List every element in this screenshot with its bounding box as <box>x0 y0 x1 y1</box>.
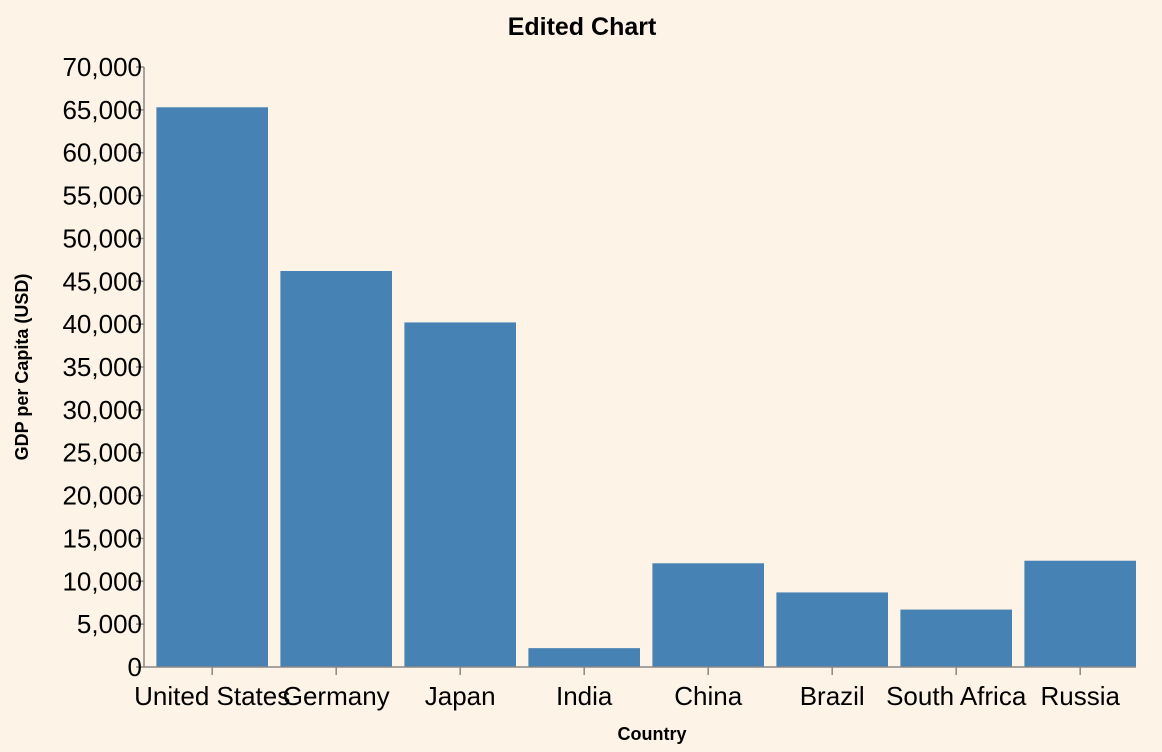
y-tick-label: 40,000 <box>62 309 142 339</box>
y-tick-label: 15,000 <box>62 523 142 553</box>
chart-title: Edited Chart <box>508 13 657 41</box>
bar <box>776 592 888 667</box>
x-tick-label: Russia <box>1040 681 1120 711</box>
bar <box>280 271 392 667</box>
y-tick-label: 45,000 <box>62 266 142 296</box>
y-axis-title: GDP per Capita (USD) <box>12 274 32 461</box>
y-tick-label: 60,000 <box>62 138 142 168</box>
bar <box>404 322 516 667</box>
x-tick-label: China <box>674 681 742 711</box>
bars <box>156 107 1136 668</box>
bar <box>528 648 640 667</box>
y-tick-label: 0 <box>128 652 142 682</box>
x-tick-label: Brazil <box>800 681 865 711</box>
x-tick-label: Japan <box>425 681 496 711</box>
y-tick-label: 5,000 <box>77 609 142 639</box>
y-axis: 0 5,000 10,000 15,000 20,000 25,000 30,000 35,0… <box>62 52 145 682</box>
y-tick-label: 65,000 <box>62 95 142 125</box>
y-tick-label: 10,000 <box>62 566 142 596</box>
bar <box>900 609 1012 667</box>
bar <box>156 107 268 668</box>
y-tick-label: 70,000 <box>62 52 142 82</box>
y-tick-label: 50,000 <box>62 223 142 253</box>
x-tick-label: India <box>556 681 613 711</box>
x-tick-label: Germany <box>283 681 390 711</box>
y-tick-label: 30,000 <box>62 395 142 425</box>
x-axis-title: Country <box>618 724 687 744</box>
bar <box>1024 560 1136 667</box>
y-tick-label: 20,000 <box>62 481 142 511</box>
bar <box>652 563 764 667</box>
y-tick-label: 35,000 <box>62 352 142 382</box>
y-tick-label: 55,000 <box>62 181 142 211</box>
x-tick-label: South Africa <box>886 681 1027 711</box>
x-tick-label: United States <box>134 681 290 711</box>
y-tick-label: 25,000 <box>62 438 142 468</box>
